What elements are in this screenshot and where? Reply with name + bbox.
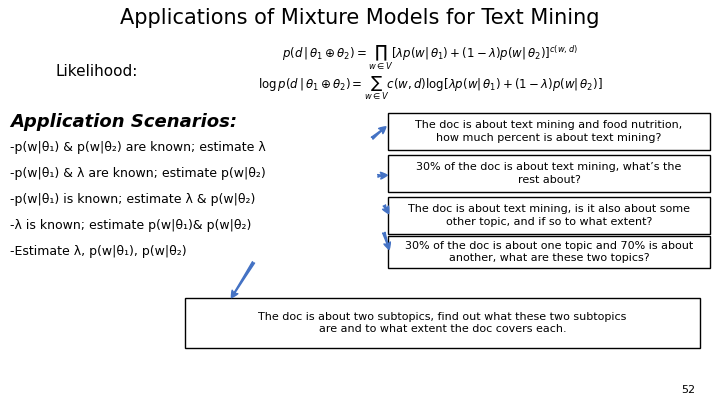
Text: The doc is about two subtopics, find out what these two subtopics
are and to wha: The doc is about two subtopics, find out… [258,312,626,334]
Text: $p(d\,|\,\theta_1 \oplus \theta_2) = \prod_{w \in V} [\lambda p(w|\,\theta_1) + : $p(d\,|\,\theta_1 \oplus \theta_2) = \pr… [282,44,578,72]
Text: The doc is about text mining, is it also about some
other topic, and if so to wh: The doc is about text mining, is it also… [408,204,690,227]
Text: -p(w|θ₁) & p(w|θ₂) are known; estimate λ: -p(w|θ₁) & p(w|θ₂) are known; estimate λ [10,141,266,153]
Bar [388,113,710,150]
Text: 30% of the doc is about one topic and 70% is about
another, what are these two t: 30% of the doc is about one topic and 70… [405,241,693,263]
Text: Applications of Mixture Models for Text Mining: Applications of Mixture Models for Text … [120,8,600,28]
Text: The doc is about text mining and food nutrition,
how much percent is about text : The doc is about text mining and food nu… [415,120,683,143]
Bar [388,197,710,234]
Text: 52: 52 [681,385,695,395]
Text: -λ is known; estimate p(w|θ₁)& p(w|θ₂): -λ is known; estimate p(w|θ₁)& p(w|θ₂) [10,219,251,232]
Text: 30% of the doc is about text mining, what’s the
rest about?: 30% of the doc is about text mining, wha… [416,162,682,185]
Bar [185,298,700,348]
Text: Application Scenarios:: Application Scenarios: [10,113,237,131]
Bar [388,236,710,268]
Text: -Estimate λ, p(w|θ₁), p(w|θ₂): -Estimate λ, p(w|θ₁), p(w|θ₂) [10,245,186,258]
Text: -p(w|θ₁) is known; estimate λ & p(w|θ₂): -p(w|θ₁) is known; estimate λ & p(w|θ₂) [10,194,256,207]
Text: $\log p(d\,|\,\theta_1 \oplus \theta_2) = \sum_{w \in V} c(w,d)\log[\lambda p(w|: $\log p(d\,|\,\theta_1 \oplus \theta_2) … [258,74,603,102]
Text: Likelihood:: Likelihood: [55,64,138,79]
Bar [388,155,710,192]
Text: -p(w|θ₁) & λ are known; estimate p(w|θ₂): -p(w|θ₁) & λ are known; estimate p(w|θ₂) [10,166,266,179]
